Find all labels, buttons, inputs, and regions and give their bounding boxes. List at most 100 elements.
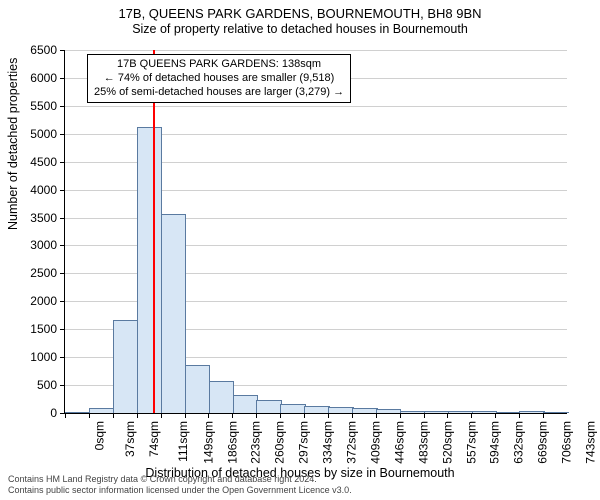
ytick-mark: [60, 385, 65, 386]
xtick-label: 37sqm: [123, 421, 137, 457]
ytick-mark: [60, 106, 65, 107]
xtick-label: 0sqm: [92, 421, 106, 450]
xtick-label: 223sqm: [249, 421, 263, 464]
xtick-mark: [471, 413, 472, 418]
xtick-label: 409sqm: [369, 421, 383, 464]
xtick-mark: [161, 413, 162, 418]
xtick-label: 260sqm: [273, 421, 287, 464]
histogram-bar: [161, 214, 186, 413]
xtick-label: 594sqm: [488, 421, 502, 464]
histogram-bar: [280, 404, 305, 413]
xtick-label: 297sqm: [297, 421, 311, 464]
property-marker-line: [153, 50, 155, 413]
annotation-line: 17B QUEENS PARK GARDENS: 138sqm: [94, 58, 344, 72]
histogram-bar: [256, 400, 281, 413]
footer-line-2: Contains public sector information licen…: [8, 485, 352, 496]
xtick-mark: [137, 413, 138, 418]
xtick-mark: [447, 413, 448, 418]
histogram-bar: [233, 395, 258, 413]
xtick-label: 111sqm: [176, 421, 190, 462]
histogram-bar: [496, 412, 521, 413]
histogram-bar: [304, 406, 329, 413]
xtick-label: 74sqm: [147, 421, 161, 457]
ytick-label: 1000: [30, 350, 57, 364]
ytick-mark: [60, 245, 65, 246]
histogram-bar: [400, 411, 425, 413]
ytick-label: 2000: [30, 294, 57, 308]
ytick-label: 0: [50, 406, 57, 420]
xtick-mark: [519, 413, 520, 418]
xtick-label: 446sqm: [393, 421, 407, 464]
xtick-label: 483sqm: [416, 421, 430, 464]
histogram-bar: [89, 408, 114, 413]
annotation-box: 17B QUEENS PARK GARDENS: 138sqm← 74% of …: [87, 54, 351, 103]
xtick-label: 186sqm: [225, 421, 239, 464]
xtick-mark: [352, 413, 353, 418]
gridline: [65, 106, 567, 107]
xtick-mark: [113, 413, 114, 418]
xtick-mark: [185, 413, 186, 418]
ytick-mark: [60, 357, 65, 358]
ytick-mark: [60, 190, 65, 191]
ytick-label: 1500: [30, 322, 57, 336]
xtick-label: 372sqm: [345, 421, 359, 464]
ytick-mark: [60, 301, 65, 302]
xtick-mark: [232, 413, 233, 418]
xtick-label: 743sqm: [584, 421, 598, 464]
annotation-line: 25% of semi-detached houses are larger (…: [94, 86, 344, 100]
histogram-bar: [65, 412, 90, 413]
xtick-mark: [208, 413, 209, 418]
page-title: 17B, QUEENS PARK GARDENS, BOURNEMOUTH, B…: [0, 6, 600, 21]
xtick-mark: [304, 413, 305, 418]
ytick-label: 5500: [30, 99, 57, 113]
histogram-bar: [376, 409, 401, 413]
xtick-mark: [543, 413, 544, 418]
histogram-bar: [113, 320, 138, 413]
histogram-bar: [448, 411, 473, 413]
xtick-mark: [280, 413, 281, 418]
ytick-mark: [60, 162, 65, 163]
ytick-label: 4500: [30, 155, 57, 169]
xtick-mark: [424, 413, 425, 418]
ytick-mark: [60, 273, 65, 274]
histogram-bar: [472, 411, 497, 413]
xtick-mark: [495, 413, 496, 418]
xtick-label: 706sqm: [560, 421, 574, 464]
y-axis-label: Number of detached properties: [6, 58, 20, 230]
ytick-mark: [60, 134, 65, 135]
histogram-bar: [185, 365, 210, 413]
histogram-bar: [519, 411, 544, 413]
xtick-mark: [400, 413, 401, 418]
xtick-label: 557sqm: [464, 421, 478, 464]
xtick-label: 334sqm: [321, 421, 335, 464]
footer-line-1: Contains HM Land Registry data © Crown c…: [8, 474, 352, 485]
ytick-label: 6500: [30, 43, 57, 57]
xtick-label: 149sqm: [201, 421, 215, 464]
footer-attribution: Contains HM Land Registry data © Crown c…: [8, 474, 352, 497]
ytick-label: 6000: [30, 71, 57, 85]
ytick-mark: [60, 78, 65, 79]
histogram-bar: [543, 412, 568, 413]
annotation-line: ← 74% of detached houses are smaller (9,…: [94, 72, 344, 86]
xtick-mark: [89, 413, 90, 418]
histogram-bar: [352, 408, 377, 413]
xtick-label: 669sqm: [536, 421, 550, 464]
ytick-mark: [60, 218, 65, 219]
xtick-mark: [328, 413, 329, 418]
xtick-label: 520sqm: [440, 421, 454, 464]
xtick-mark: [65, 413, 66, 418]
xtick-mark: [376, 413, 377, 418]
ytick-label: 500: [37, 378, 57, 392]
histogram-bar: [209, 381, 234, 413]
ytick-label: 3000: [30, 238, 57, 252]
ytick-label: 2500: [30, 266, 57, 280]
ytick-label: 3500: [30, 211, 57, 225]
ytick-label: 5000: [30, 127, 57, 141]
histogram-bar: [424, 411, 449, 413]
ytick-mark: [60, 329, 65, 330]
histogram-bar: [328, 407, 353, 413]
ytick-mark: [60, 50, 65, 51]
histogram-chart: 0500100015002000250030003500400045005000…: [64, 50, 566, 413]
page-subtitle: Size of property relative to detached ho…: [0, 22, 600, 36]
gridline: [65, 50, 567, 51]
